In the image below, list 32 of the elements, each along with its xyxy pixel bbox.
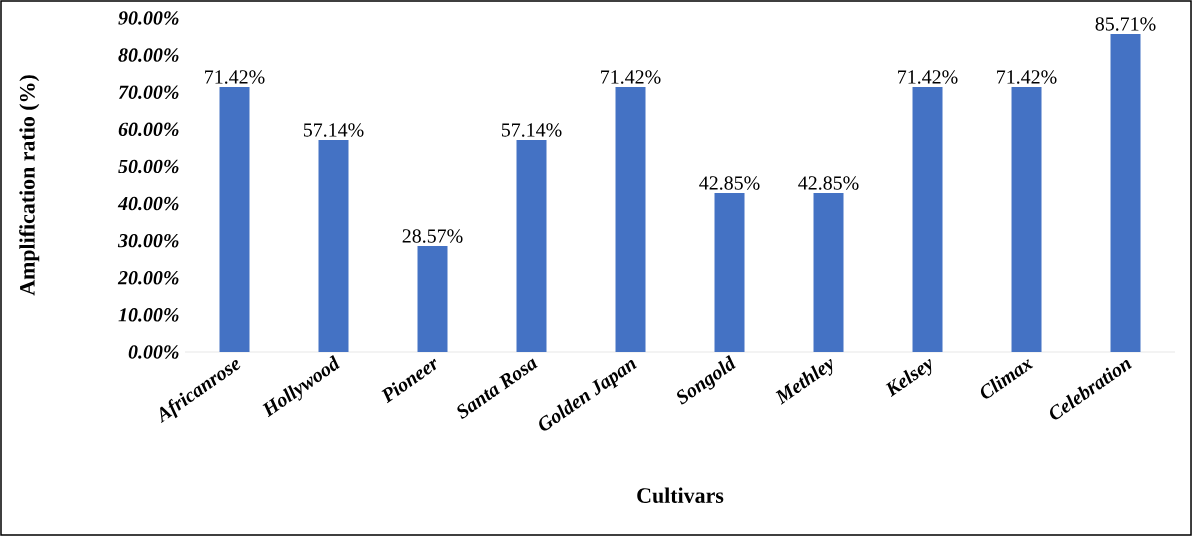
bar [615, 86, 646, 352]
data-label: 42.85% [798, 176, 859, 190]
bar [714, 192, 745, 352]
bar [1011, 86, 1042, 352]
y-tick-label: 90.00% [118, 11, 179, 25]
y-tick-label: 70.00% [118, 85, 179, 99]
bar [417, 245, 448, 352]
bar [1110, 33, 1141, 352]
data-label: 71.42% [898, 70, 958, 84]
data-label: 57.14% [303, 123, 364, 137]
y-tick-label: 50.00% [118, 159, 179, 174]
data-label: 71.42% [601, 70, 661, 84]
y-axis-title: Amplification ratio (%) [19, 75, 40, 296]
y-tick-label: 10.00% [118, 308, 179, 322]
y-tick-label: 30.00% [117, 233, 179, 248]
data-label: 28.57% [402, 229, 463, 243]
data-label: 71.42% [997, 70, 1057, 84]
data-label: 42.85% [699, 176, 760, 190]
data-label: 71.42% [205, 70, 265, 84]
bar [813, 192, 844, 352]
y-tick-label: 60.00% [118, 122, 179, 137]
y-tick-label: 80.00% [118, 48, 179, 62]
bar [516, 139, 547, 352]
bar [912, 86, 943, 352]
x-axis-title: Cultivars [637, 487, 724, 503]
bar [318, 139, 349, 352]
bar [219, 86, 250, 352]
data-label: 57.14% [501, 123, 562, 137]
data-label: 85.71% [1095, 17, 1156, 31]
y-tick-label: 20.00% [117, 271, 179, 285]
y-tick-label: 0.00% [128, 345, 179, 359]
y-tick-label: 40.00% [117, 196, 179, 211]
